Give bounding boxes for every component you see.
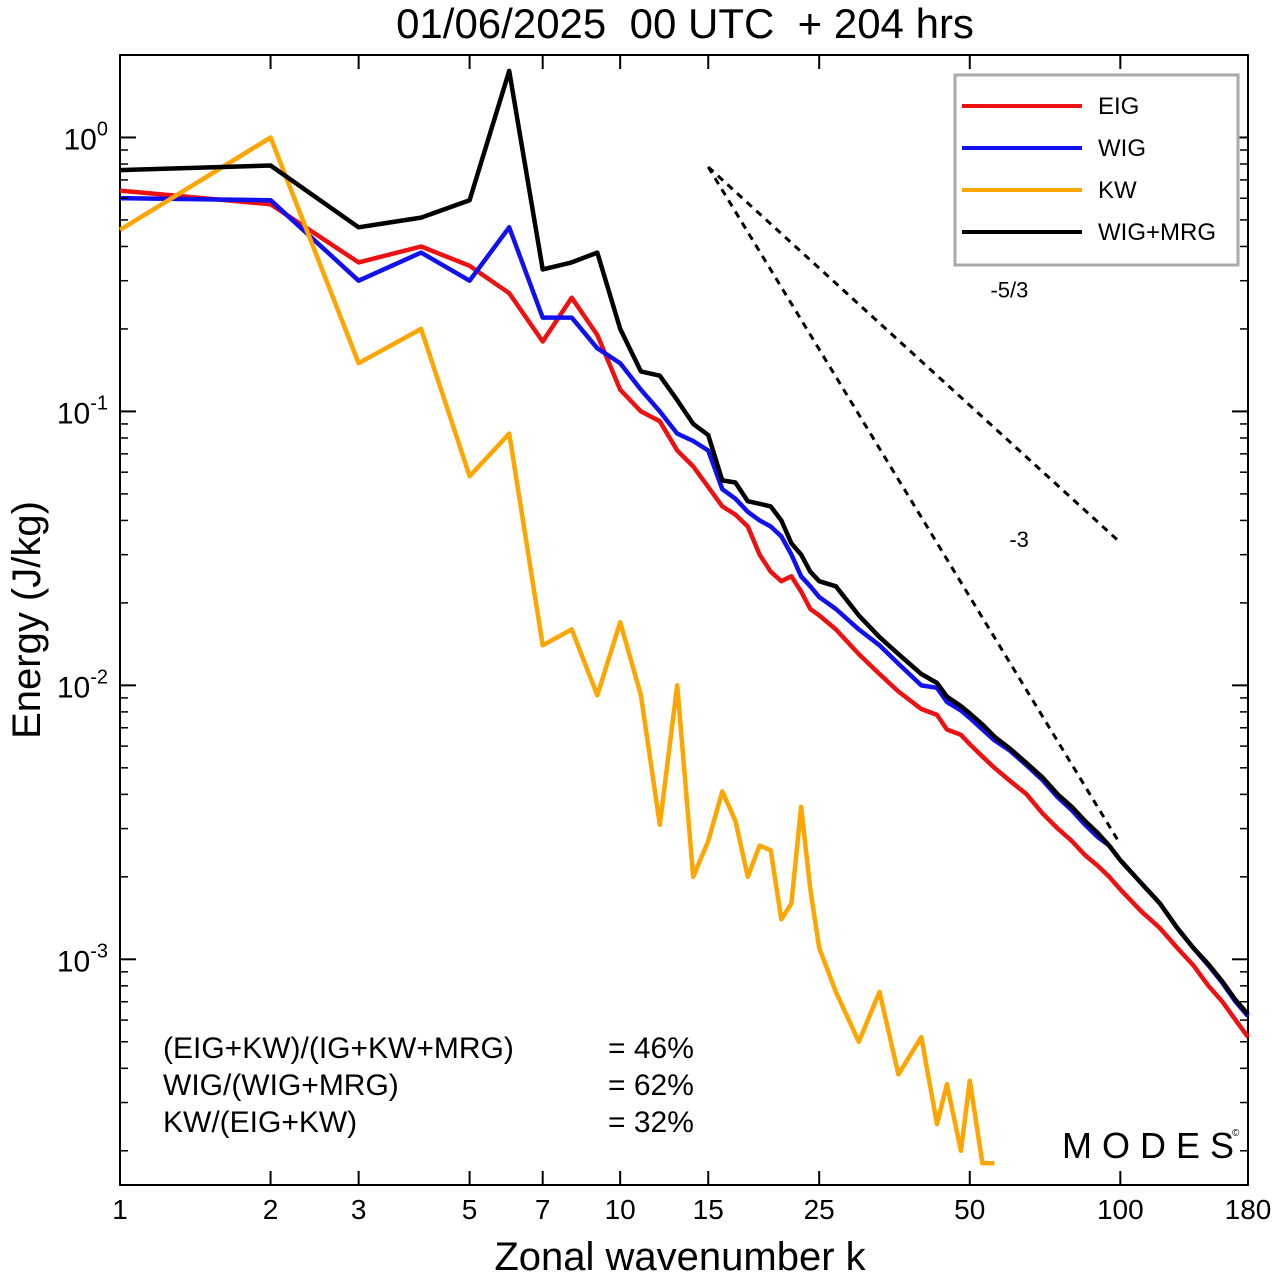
series-line-kw	[118, 135, 995, 1166]
x-tick-label: 7	[535, 1194, 551, 1225]
reference-slope-lines: -5/3 -3	[706, 165, 1122, 846]
annotation-ratio-value: = 62%	[608, 1069, 694, 1102]
annotation-ratio-value: = 32%	[608, 1106, 694, 1139]
watermark-text: MODES	[1062, 1125, 1244, 1166]
chart-title: 01/06/2025 00 UTC + 204 hrs	[396, 0, 974, 47]
annotation-ratio-label: (EIG+KW)/(IG+KW+MRG)	[163, 1032, 514, 1065]
legend-label: EIG	[1098, 93, 1139, 120]
annotation-ratio-label: KW/(EIG+KW)	[163, 1106, 357, 1139]
watermark-copyright: ©	[1232, 1128, 1240, 1139]
reference-line-label-2: -3	[1009, 527, 1029, 552]
x-tick-label: 2	[263, 1194, 279, 1225]
plot-area	[119, 54, 1249, 1186]
x-tick-label: 15	[693, 1194, 724, 1225]
ratio-annotations: (EIG+KW)/(IG+KW+MRG) = 46% WIG/(WIG+MRG) = …	[163, 1032, 694, 1139]
annotation-ratio-label: WIG/(WIG+MRG)	[163, 1069, 399, 1102]
legend-label: KW	[1098, 177, 1137, 204]
x-axis-label: Zonal wavenumber k	[494, 1235, 866, 1279]
annotation-ratio-value: = 46%	[608, 1032, 694, 1065]
x-tick-label: 25	[804, 1194, 835, 1225]
legend-label: WIG+MRG	[1098, 219, 1216, 246]
legend-label: WIG	[1098, 135, 1146, 162]
y-axis-label: Energy (J/kg)	[5, 501, 49, 739]
y-tick-label: 10-1	[57, 392, 108, 430]
series-line-eig	[119, 188, 1250, 1039]
reference-line-label-1: -5/3	[990, 278, 1028, 303]
reference-line-slope-2	[706, 166, 1122, 846]
plot-frame	[119, 54, 1249, 1186]
x-axis: 1 2 3 5 7 10 15 25 50 100 180	[112, 55, 1271, 1225]
x-tick-label: 50	[954, 1194, 985, 1225]
modes-watermark: MODES ©	[1062, 1125, 1244, 1166]
legend: EIG WIG KW WIG+MRG	[953, 73, 1240, 267]
series-lines	[118, 68, 1250, 1166]
x-tick-label: 100	[1097, 1194, 1144, 1225]
series-line-wig	[119, 195, 1250, 1018]
y-axis: 100 10-1 10-2 10-3	[57, 54, 1248, 1152]
x-tick-label: 10	[605, 1194, 636, 1225]
y-tick-label: 10-2	[57, 666, 108, 704]
reference-line-slope-1	[707, 165, 1122, 544]
y-tick-label: 100	[64, 118, 109, 156]
x-tick-label: 3	[351, 1194, 367, 1225]
x-tick-label: 5	[462, 1194, 478, 1225]
y-tick-label: 10-3	[57, 940, 108, 978]
series-line-wig-mrg	[119, 68, 1250, 1016]
x-tick-label: 1	[112, 1194, 128, 1225]
x-tick-label: 180	[1225, 1194, 1272, 1225]
